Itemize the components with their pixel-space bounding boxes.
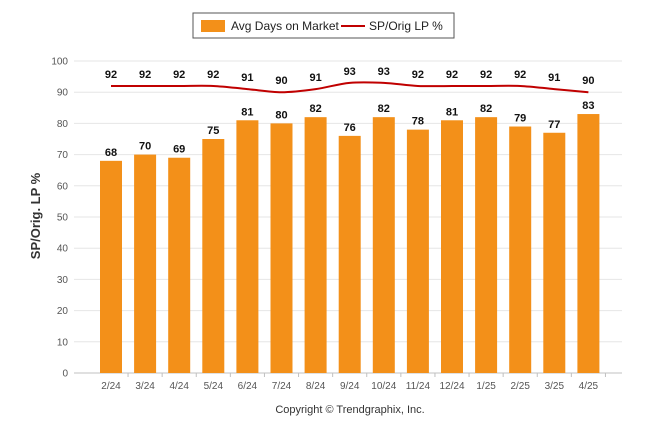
bar-value-label: 68 [105,147,117,159]
y-tick-labels: 0 10 20 30 40 50 60 70 80 90 100 [51,57,68,380]
line-value-label: 92 [139,69,151,81]
x-tick-label: 9/24 [340,381,360,392]
x-tick-label: 4/25 [579,381,599,392]
x-tick-label: 7/24 [272,381,292,392]
y-tick-label: 50 [57,213,69,224]
bar[interactable] [100,160,122,373]
bar-value-label: 75 [207,125,219,137]
bar-value-label: 81 [241,106,253,118]
y-tick-label: 70 [57,150,69,161]
x-tick-label: 5/24 [204,381,224,392]
y-tick-label: 80 [57,119,69,130]
sp-orig-lp-line[interactable] [111,81,589,94]
x-tick-labels: 2/24 3/24 4/24 5/24 6/24 7/24 8/24 9/24 10/24 11/… [101,373,606,392]
copyright-credit: Copyright © Trendgraphix, Inc. [275,404,424,416]
line-value-label: 92 [446,69,458,81]
x-tick-label: 11/24 [406,381,431,392]
bar[interactable] [134,154,157,373]
x-tick-label: 10/24 [371,381,396,392]
x-tick-label: 6/24 [238,381,258,392]
line-value-label: 92 [207,69,219,81]
line-value-label: 92 [480,69,492,81]
bar-value-label: 69 [173,144,185,156]
bar-value-label: 80 [275,109,287,121]
bar[interactable] [236,120,259,373]
bar-value-label: 81 [446,106,458,118]
line-value-label: 91 [241,72,253,84]
bar-series [100,114,600,374]
bar-value-label: 82 [480,103,492,115]
x-tick-label: 12/24 [439,381,464,392]
bar[interactable] [168,157,191,373]
legend-swatch-avg-days [201,20,225,32]
line-value-label: 90 [275,75,287,87]
bar-value-label: 82 [309,103,321,115]
bar[interactable] [577,114,600,373]
x-tick-label: 2/25 [510,381,530,392]
bar[interactable] [304,117,327,373]
x-tick-label: 8/24 [306,381,326,392]
y-tick-label: 10 [57,337,69,348]
y-tick-label: 20 [57,306,69,317]
line-series [111,81,589,94]
x-tick-label: 4/24 [169,381,189,392]
bar[interactable] [202,139,225,373]
y-tick-label: 60 [57,181,69,192]
legend-label-avg-days: Avg Days on Market [231,19,339,33]
line-value-label: 90 [582,75,594,87]
bar-value-label: 70 [139,141,151,153]
bar[interactable] [509,126,532,374]
bar[interactable] [270,123,293,374]
data-labels: 68 70 69 75 81 80 82 76 82 78 81 82 79 77 83 92 92 92 92 91… [105,66,595,159]
y-tick-label: 90 [57,88,69,99]
y-tick-label: 0 [62,369,68,380]
bar[interactable] [441,120,463,373]
line-value-label: 91 [548,72,560,84]
y-tick-label: 100 [51,57,68,68]
line-value-label: 93 [378,66,390,78]
line-value-label: 92 [412,69,424,81]
bar[interactable] [372,117,395,373]
line-value-label: 92 [514,69,526,81]
bar[interactable] [543,132,566,373]
line-value-label: 91 [309,72,321,84]
line-value-label: 92 [173,69,185,81]
bar-value-label: 77 [548,119,560,131]
x-tick-label: 3/25 [545,381,565,392]
bar[interactable] [475,117,498,373]
x-tick-label: 1/25 [476,381,496,392]
legend-box [192,12,455,39]
bar-value-label: 76 [344,122,356,134]
y-axis-label: SP/Orig. LP % [28,172,43,259]
x-tick-label: 2/24 [101,381,121,392]
y-tick-label: 40 [57,244,69,255]
line-value-label: 93 [344,66,356,78]
bar-value-label: 82 [378,103,390,115]
x-tick-label: 3/24 [135,381,155,392]
bar[interactable] [338,135,361,373]
bar-value-label: 79 [514,113,526,125]
line-value-label: 92 [105,69,117,81]
bar-value-label: 83 [582,100,594,112]
legend[interactable]: Avg Days on Market SP/Orig LP % [192,12,455,39]
legend-label-sp-orig-lp: SP/Orig LP % [369,19,443,33]
bar[interactable] [406,129,429,373]
bar-value-label: 78 [412,116,424,128]
y-tick-label: 30 [57,275,69,286]
